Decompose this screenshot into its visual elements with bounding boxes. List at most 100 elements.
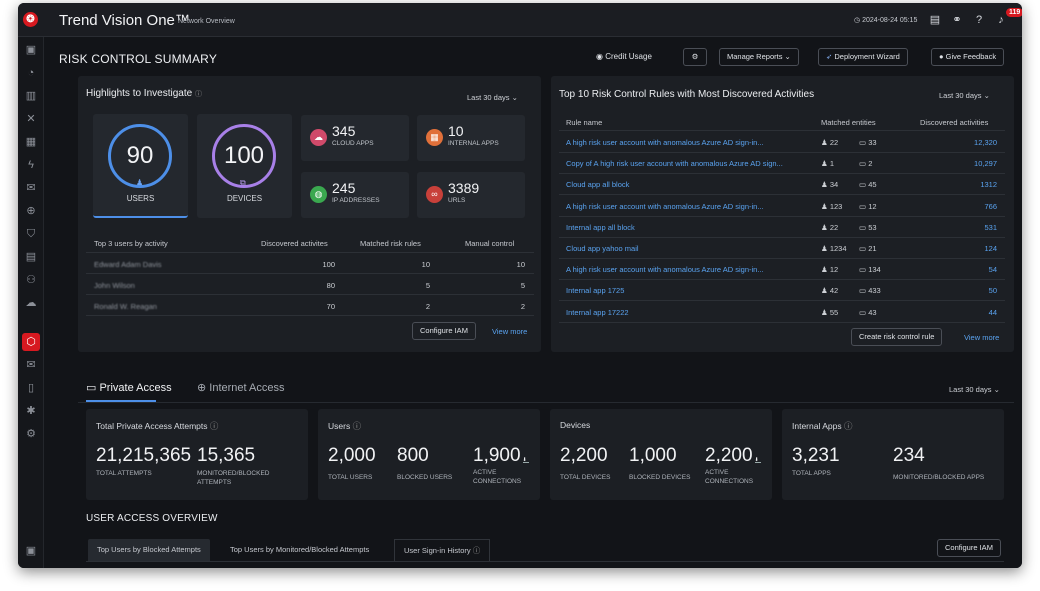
cloud-icon[interactable]: ☁ <box>25 297 37 309</box>
activities-link[interactable]: 10,297 <box>974 159 997 169</box>
user-count: ♟ 1234 <box>821 244 847 253</box>
rule-name-link[interactable]: A high risk user account with anomalous … <box>566 138 764 147</box>
rule-name-link[interactable]: A high risk user account with anomalous … <box>566 265 764 275</box>
email-security-icon[interactable]: ✉ <box>26 182 36 194</box>
notification-badge: 119 <box>1006 8 1022 17</box>
activities-link[interactable]: 1312 <box>980 180 997 190</box>
deployment-wizard-button[interactable]: ➶ Deployment Wizard <box>818 48 908 66</box>
urls-value: 3389 <box>448 180 480 196</box>
credit-usage-label: Credit Usage <box>605 52 652 61</box>
tab-top-blocked[interactable]: Top Users by Blocked Attempts <box>88 539 210 561</box>
cloud-icon: ☁ <box>310 129 327 146</box>
workspace-icon[interactable]: ▣ <box>25 545 37 557</box>
settings-button[interactable]: ⚙ <box>683 48 707 66</box>
credit-icon: ◉ <box>596 52 603 61</box>
tab-internet-access[interactable]: ⊕ Internet Access <box>197 381 285 394</box>
activities-link[interactable]: 50 <box>988 286 997 296</box>
inventory-icon[interactable]: ▦ <box>25 136 37 148</box>
gauge-icon[interactable]: ◔ <box>27 67 35 79</box>
activities-link[interactable]: 12,320 <box>974 138 997 147</box>
shield-icon[interactable]: ⛉ <box>26 228 36 240</box>
mobile-icon[interactable]: ▯ <box>27 382 35 394</box>
dashboard-icon[interactable]: ▣ <box>25 44 37 56</box>
report-icon[interactable]: ▥ <box>25 90 37 102</box>
top-rules-panel: Top 10 Risk Control Rules with Most Disc… <box>551 76 1014 352</box>
activities-link[interactable]: 531 <box>984 222 997 232</box>
settings-icon[interactable]: ⚙ <box>26 428 36 440</box>
credit-usage-link[interactable]: ◉ Credit Usage <box>596 52 652 61</box>
mail-icon[interactable]: ✉ <box>26 359 36 371</box>
active-devices-value: 2,200 ⬇ <box>705 445 761 466</box>
create-rule-button[interactable]: Create risk control rule <box>851 328 943 346</box>
ip-addresses-tile[interactable]: ◍ 245 IP ADDRESSES <box>301 172 409 218</box>
activities-link[interactable]: 766 <box>984 201 997 211</box>
cloud-apps-tile[interactable]: ☁ 345 CLOUD APPS <box>301 115 409 161</box>
monitor-icon: ▭ <box>86 382 97 394</box>
divider <box>559 279 1005 281</box>
urls-tile[interactable]: ∞ 3389 URLS <box>417 172 525 218</box>
tab-private-access[interactable]: ▭ Private Access <box>86 381 172 394</box>
rules-view-more-link[interactable]: View more <box>964 333 1000 342</box>
rule-name-link[interactable]: Internal app 1725 <box>566 286 625 296</box>
configure-iam-button[interactable]: Configure IAM <box>412 322 476 340</box>
total-devices-value: 2,200 <box>560 445 608 466</box>
bug-icon[interactable]: ✱ <box>26 405 36 417</box>
users-card[interactable]: 90 ♟ USERS <box>93 114 188 218</box>
tab-top-monitored[interactable]: Top Users by Monitored/Blocked Attempts <box>230 545 370 554</box>
download-icon: ⬇ <box>754 457 761 463</box>
internal-apps-panel: Internal Apps ⓘ 3,231 TOTAL APPS 234 MON… <box>782 409 1004 500</box>
trend-logo-icon[interactable]: ❂ <box>23 12 38 27</box>
activities-link[interactable]: 44 <box>988 307 997 317</box>
user-icon: ♟ <box>821 138 828 147</box>
clock-icon: ◷ <box>854 17 861 24</box>
devices-card[interactable]: 100 ⧉ DEVICES <box>197 114 292 218</box>
bell-icon[interactable]: ♪ <box>998 14 1004 26</box>
blocked-apps-value: 234 <box>893 445 925 466</box>
monitor-icon: ▭ <box>859 138 867 147</box>
attempts-title: Total Private Access Attempts ⓘ <box>96 421 219 431</box>
users-icon[interactable]: ⚇ <box>26 274 36 286</box>
rule-name-link[interactable]: A high risk user account with anomalous … <box>566 201 764 211</box>
users-ring: 90 <box>108 124 172 188</box>
server-icon[interactable]: ▤ <box>25 251 37 263</box>
lightning-icon[interactable]: ϟ <box>28 159 34 171</box>
manage-reports-button[interactable]: Manage Reports ⌄ <box>719 48 799 66</box>
monitor-icon: ▭ <box>859 201 867 211</box>
access-period-dropdown[interactable]: Last 30 days ⌄ <box>949 385 1000 394</box>
internal-apps-tile[interactable]: ▦ 10 INTERNAL APPS <box>417 115 525 161</box>
xdr-icon[interactable]: ✕ <box>26 113 36 125</box>
rule-name-link[interactable]: Copy of A high risk user account with an… <box>566 159 783 169</box>
zero-trust-icon[interactable]: ⬡ <box>22 333 40 351</box>
activities-link[interactable]: 124 <box>984 244 997 253</box>
tab-signin-history[interactable]: User Sign-in History ⓘ <box>394 539 491 561</box>
document-icon[interactable]: ▤ <box>929 14 941 26</box>
highlights-period-dropdown[interactable]: Last 30 days ⌄ <box>467 93 518 102</box>
search-icon[interactable]: ⊕ <box>26 205 36 217</box>
rule-name-link[interactable]: Cloud app all block <box>566 180 630 190</box>
user-icon: ♟ <box>821 159 828 169</box>
col-matched-entities: Matched entities <box>821 118 876 127</box>
devices-count: 100 <box>223 142 265 169</box>
device-count: ▭ 53 <box>859 222 877 232</box>
help-icon[interactable]: ? <box>975 14 983 26</box>
top-rules-title: Top 10 Risk Control Rules with Most Disc… <box>559 89 815 100</box>
configure-iam-button-2[interactable]: Configure IAM <box>937 539 1001 557</box>
blocked-apps-label: MONITORED/BLOCKED APPS <box>893 474 985 481</box>
view-more-link[interactable]: View more <box>492 327 528 336</box>
user-icon: ♟ <box>136 178 144 187</box>
rule-name-link[interactable]: Internal app all block <box>566 222 635 232</box>
activities-link[interactable]: 54 <box>988 265 997 275</box>
divider <box>86 294 534 295</box>
col-rule-name: Rule name <box>566 118 603 127</box>
network-icon[interactable]: ⚭ <box>952 14 962 26</box>
matched-value: 5 <box>425 281 430 290</box>
give-feedback-button[interactable]: ● Give Feedback <box>931 48 1005 66</box>
datetime-display: ◷ 2024-08-24 05:15 <box>854 16 917 24</box>
chevron-down-icon: ⌄ <box>983 91 990 100</box>
divider <box>86 273 534 274</box>
divider <box>86 561 1004 562</box>
rule-name-link[interactable]: Cloud app yahoo mail <box>566 244 639 253</box>
rules-period-dropdown[interactable]: Last 30 days ⌄ <box>939 91 990 100</box>
user-count: ♟ 123 <box>821 201 843 211</box>
rule-name-link[interactable]: Internal app 17222 <box>566 307 629 317</box>
